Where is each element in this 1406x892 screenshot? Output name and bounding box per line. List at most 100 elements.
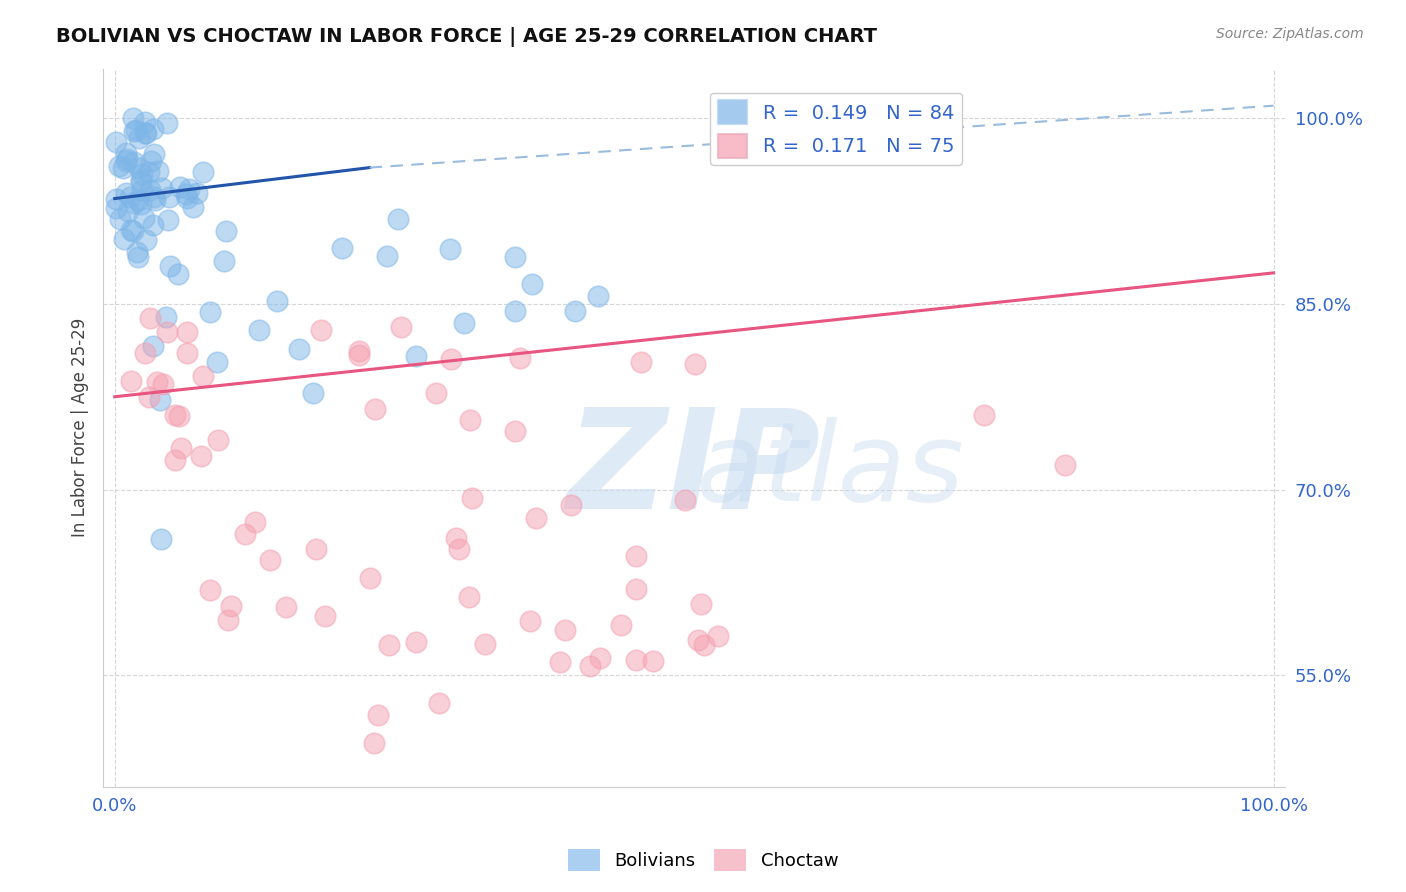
Point: [176, 346, 198, 360]
Point: [391, 320, 413, 334]
Point: [427, 696, 450, 710]
Point: [1053, 458, 1076, 472]
Point: [560, 499, 582, 513]
Point: [624, 582, 647, 597]
Point: [364, 401, 387, 416]
Point: [457, 590, 479, 604]
Point: [177, 182, 200, 196]
Point: [673, 493, 696, 508]
Point: [170, 441, 193, 455]
Point: [138, 390, 160, 404]
Point: [332, 241, 354, 255]
Point: [152, 377, 174, 392]
Y-axis label: In Labor Force | Age 25-29: In Labor Force | Age 25-29: [72, 318, 89, 537]
Point: [367, 708, 389, 723]
Point: [149, 392, 172, 407]
Point: [105, 201, 128, 215]
Point: [449, 541, 471, 556]
Point: [564, 304, 586, 318]
Legend: R =  0.149   N = 84, R =  0.171   N = 75: R = 0.149 N = 84, R = 0.171 N = 75: [710, 93, 962, 165]
Point: [120, 223, 142, 237]
Point: [143, 147, 166, 161]
Point: [150, 532, 173, 546]
Point: [461, 491, 484, 505]
Point: [207, 433, 229, 447]
Point: [589, 650, 612, 665]
Point: [131, 175, 153, 189]
Point: [115, 145, 138, 160]
Point: [247, 323, 270, 337]
Point: [219, 599, 242, 613]
Point: [114, 186, 136, 201]
Point: [142, 122, 165, 136]
Point: [105, 192, 128, 206]
Point: [129, 173, 152, 187]
Point: [405, 635, 427, 649]
Point: [128, 161, 150, 175]
Point: [266, 294, 288, 309]
Point: [142, 339, 165, 353]
Point: [138, 183, 160, 197]
Point: [259, 552, 281, 566]
Point: [405, 349, 427, 363]
Point: [108, 212, 131, 227]
Point: [624, 653, 647, 667]
Point: [375, 249, 398, 263]
Point: [302, 385, 325, 400]
Point: [135, 126, 157, 140]
Point: [578, 658, 600, 673]
Point: [624, 549, 647, 563]
Point: [973, 409, 995, 423]
Point: [117, 204, 139, 219]
Point: [115, 154, 138, 169]
Point: [305, 542, 328, 557]
Point: [439, 242, 461, 256]
Point: [122, 223, 145, 237]
Point: [176, 325, 198, 339]
Point: [707, 629, 730, 643]
Point: [425, 386, 447, 401]
Point: [122, 154, 145, 169]
Point: [107, 159, 129, 173]
Point: [349, 344, 371, 359]
Point: [245, 516, 267, 530]
Point: [155, 310, 177, 325]
Point: [131, 167, 153, 181]
Point: [165, 408, 187, 422]
Point: [503, 304, 526, 318]
Point: [169, 179, 191, 194]
Point: [347, 348, 370, 362]
Point: [274, 600, 297, 615]
Point: [146, 163, 169, 178]
Point: [288, 342, 311, 356]
Point: [121, 111, 143, 125]
Point: [131, 183, 153, 197]
Point: [120, 190, 142, 204]
Point: [378, 638, 401, 652]
Point: [122, 196, 145, 211]
Point: [458, 413, 481, 427]
Point: [214, 224, 236, 238]
Point: [125, 123, 148, 137]
Point: [138, 165, 160, 179]
Point: [143, 194, 166, 208]
Point: [198, 582, 221, 597]
Point: [138, 311, 160, 326]
Point: [444, 531, 467, 545]
Point: [181, 200, 204, 214]
Point: [359, 571, 381, 585]
Point: [217, 613, 239, 627]
Point: [474, 637, 496, 651]
Point: [453, 316, 475, 330]
Point: [120, 375, 142, 389]
Point: [191, 164, 214, 178]
Point: [156, 325, 179, 339]
Point: [519, 615, 541, 629]
Legend: Bolivians, Choctaw: Bolivians, Choctaw: [561, 842, 845, 879]
Point: [134, 115, 156, 129]
Point: [134, 345, 156, 359]
Point: [387, 212, 409, 227]
Point: [524, 511, 547, 525]
Point: [112, 232, 135, 246]
Point: [132, 211, 155, 226]
